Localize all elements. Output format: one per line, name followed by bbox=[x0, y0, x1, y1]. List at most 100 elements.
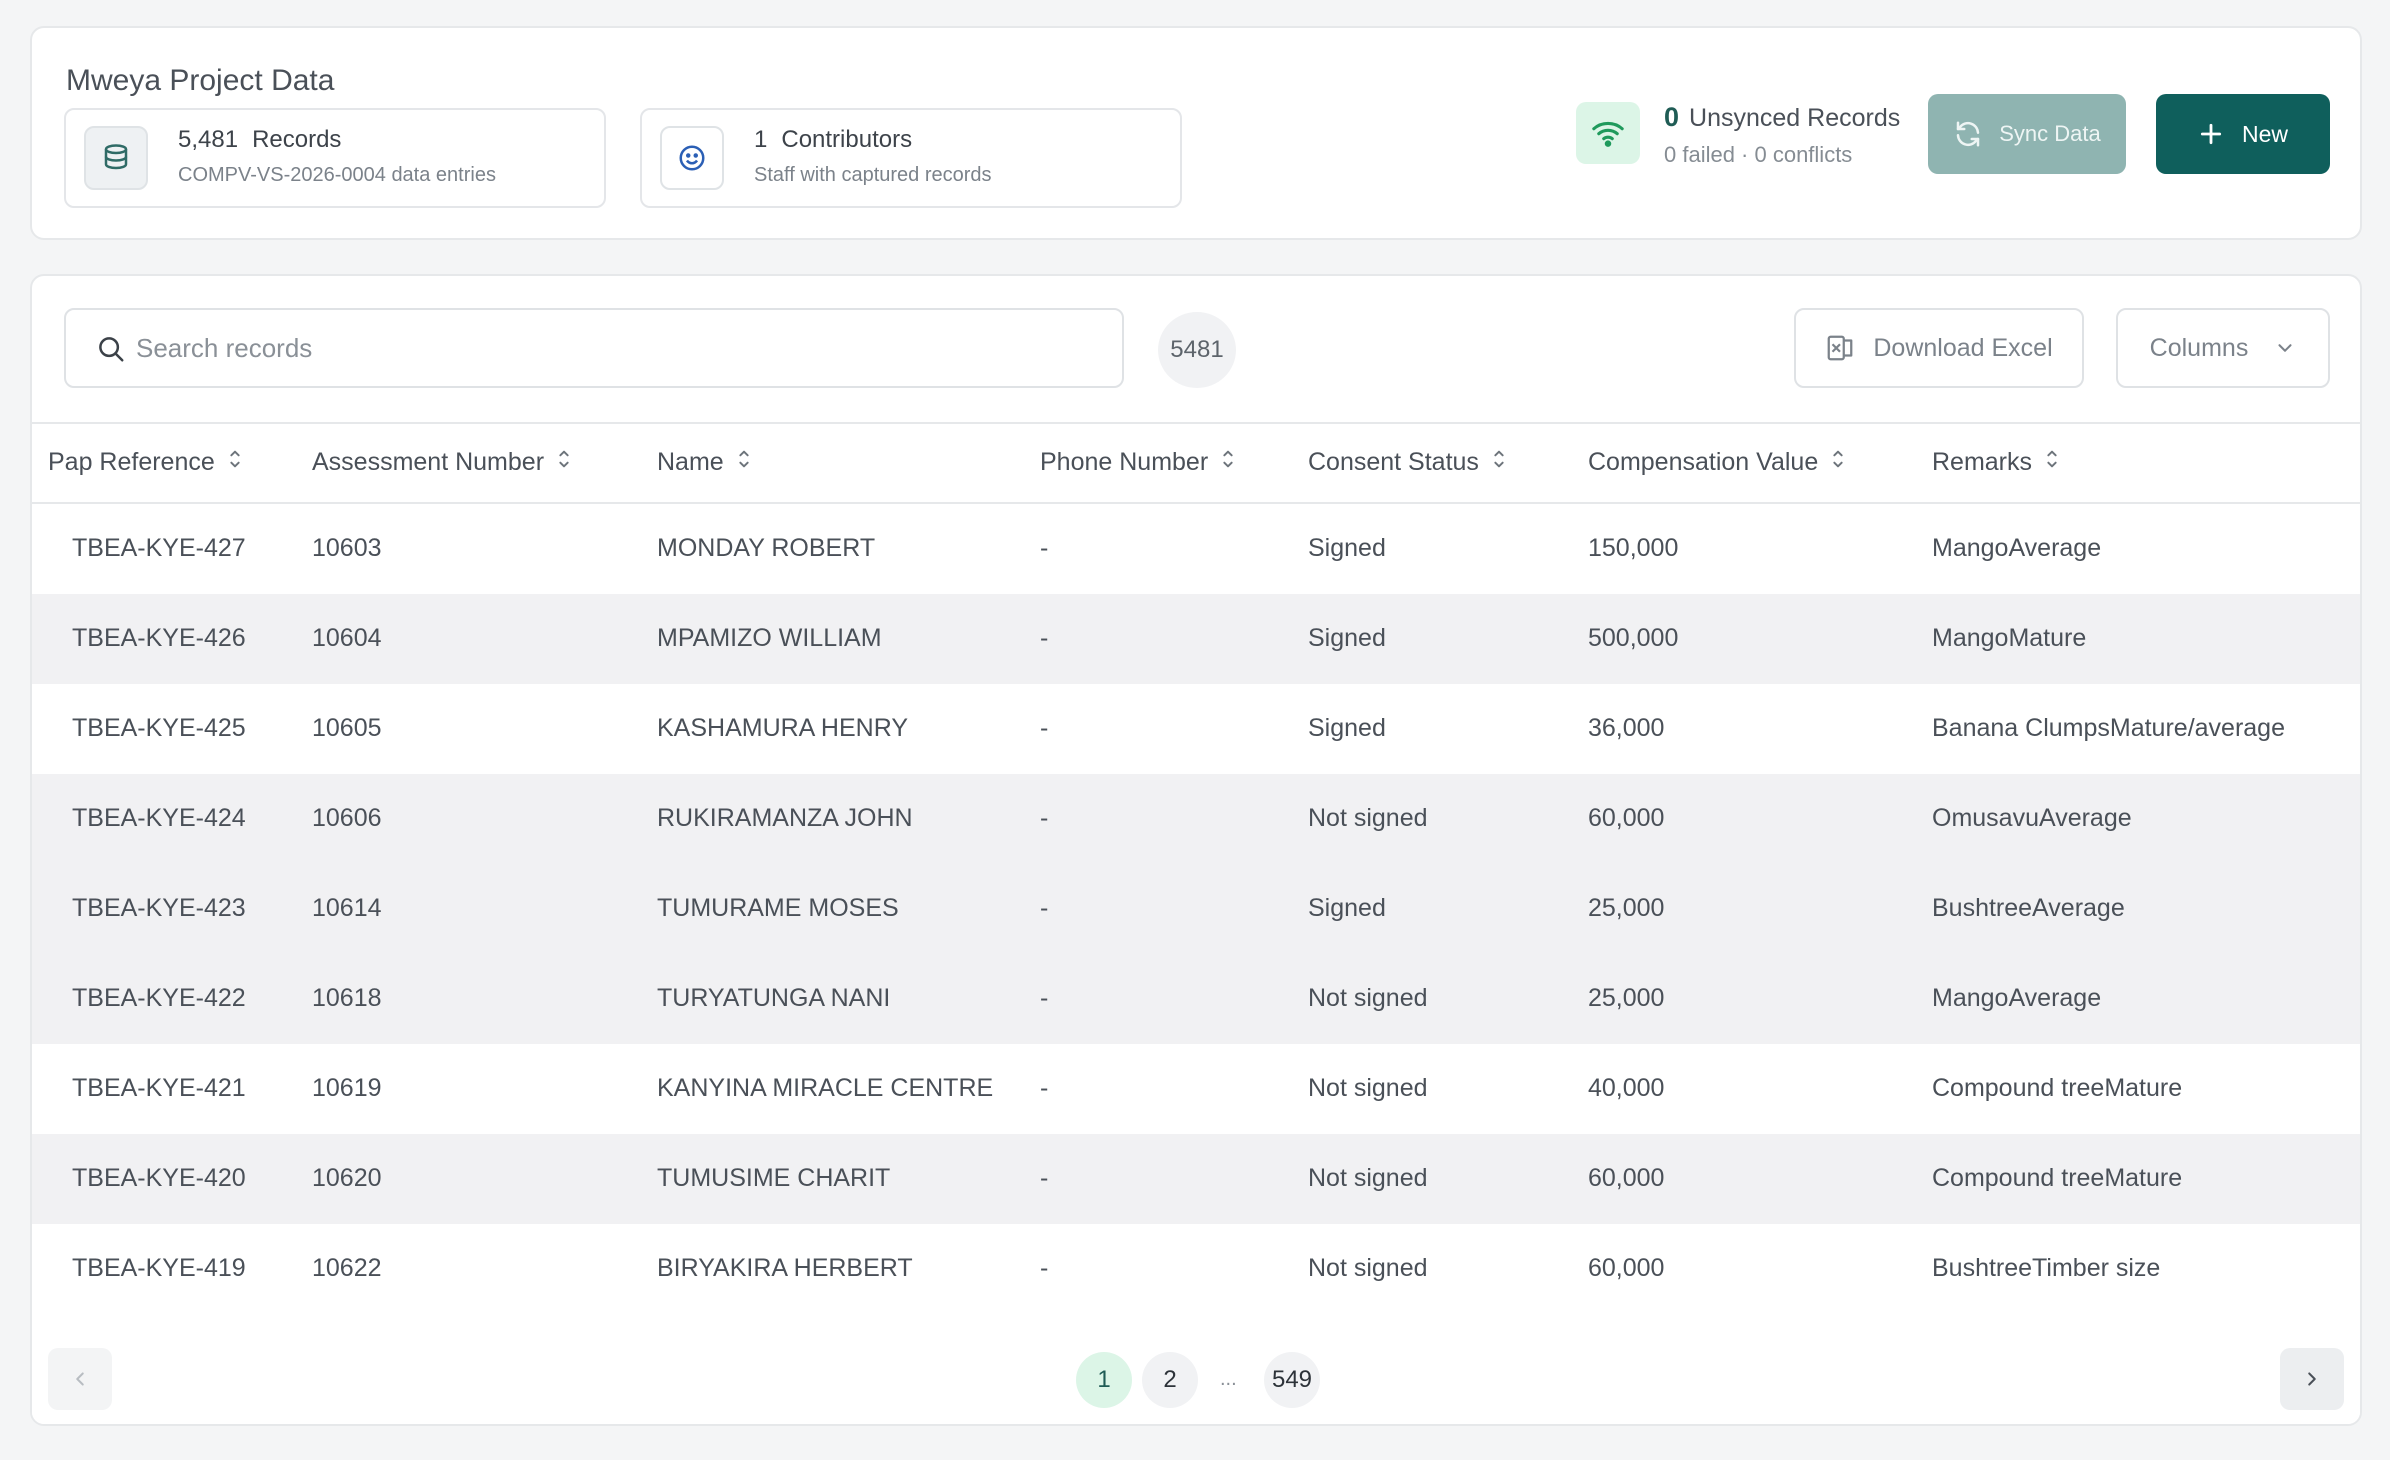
column-header-label: Assessment Number bbox=[312, 448, 545, 476]
table-row[interactable]: TBEA-KYE-420 10620 TUMUSIME CHARIT - Not sig… bbox=[32, 1134, 2360, 1224]
plus-icon bbox=[2200, 123, 2222, 145]
cell-phone-number: - bbox=[1040, 1254, 1049, 1282]
table-row[interactable]: TBEA-KYE-424 10606 RUKIRAMANZA JOHN - Not si… bbox=[32, 774, 2360, 864]
search-input[interactable] bbox=[136, 328, 1096, 368]
cell-compensation-value: 500,000 bbox=[1588, 624, 1679, 652]
table-row[interactable]: TBEA-KYE-421 10619 KANYINA MIRACLE CENTRE -… bbox=[32, 1044, 2360, 1134]
cell-compensation-value: 25,000 bbox=[1588, 894, 1665, 922]
cell-phone-number: - bbox=[1040, 804, 1049, 832]
cell-assessment-number: 10604 bbox=[312, 624, 382, 652]
chevron-right-icon bbox=[2308, 1372, 2316, 1386]
columns-dropdown[interactable]: Columns bbox=[2116, 308, 2330, 388]
refresh-icon bbox=[1957, 121, 1980, 147]
page-button-last[interactable]: 549 bbox=[1264, 1352, 1320, 1408]
cell-name: BIRYAKIRA HERBERT bbox=[657, 1254, 913, 1282]
sort-icon[interactable] bbox=[736, 448, 752, 477]
cell-name: RUKIRAMANZA JOHN bbox=[657, 804, 913, 832]
new-record-button[interactable]: New bbox=[2156, 94, 2330, 174]
table-row[interactable]: TBEA-KYE-427 10603 MONDAY ROBERT - Signed 150… bbox=[32, 504, 2360, 594]
table-row[interactable]: TBEA-KYE-423 10614 TUMURAME MOSES - Signed 25… bbox=[32, 864, 2360, 954]
cell-assessment-number: 10622 bbox=[312, 1254, 382, 1282]
page-button-1[interactable]: 1 bbox=[1076, 1352, 1132, 1408]
cell-pap-reference: TBEA-KYE-421 bbox=[72, 1074, 246, 1102]
column-header-label: Remarks bbox=[1932, 448, 2033, 476]
cell-assessment-number: 10605 bbox=[312, 714, 382, 742]
download-excel-button[interactable]: Download Excel bbox=[1794, 308, 2084, 388]
search-box[interactable] bbox=[64, 308, 1124, 388]
cell-compensation-value: 25,000 bbox=[1588, 984, 1665, 1012]
cell-name: TUMUSIME CHARIT bbox=[657, 1164, 891, 1192]
cell-compensation-value: 60,000 bbox=[1588, 1254, 1665, 1282]
contributors-label: Contributors bbox=[781, 126, 913, 153]
table-row[interactable]: TBEA-KYE-426 10604 MPAMIZO WILLIAM - Signed 5… bbox=[32, 594, 2360, 684]
record-count-badge: 5481 bbox=[1158, 312, 1236, 388]
table-body: TBEA-KYE-427 10603 MONDAY ROBERT - Signed 150… bbox=[32, 504, 2360, 1314]
cell-pap-reference: TBEA-KYE-420 bbox=[72, 1164, 246, 1192]
sort-icon[interactable] bbox=[556, 448, 572, 477]
unsynced-records-status: 0 Unsynced Records bbox=[1664, 102, 1900, 133]
cell-pap-reference: TBEA-KYE-419 bbox=[72, 1254, 246, 1282]
pagination: 1 2 ... 549 bbox=[32, 1328, 2360, 1424]
cell-phone-number: - bbox=[1040, 984, 1049, 1012]
database-icon bbox=[84, 126, 148, 190]
cell-compensation-value: 40,000 bbox=[1588, 1074, 1665, 1102]
search-icon bbox=[96, 334, 126, 369]
new-record-label: New bbox=[2241, 120, 2288, 147]
next-page-button[interactable] bbox=[2280, 1348, 2344, 1410]
cell-assessment-number: 10606 bbox=[312, 804, 382, 832]
column-header-label: Phone Number bbox=[1040, 448, 1209, 476]
cell-remarks: Compound treeMature bbox=[1932, 1074, 2183, 1102]
cell-remarks: Banana ClumpsMature/average bbox=[1932, 714, 2285, 742]
column-header-name[interactable]: Name bbox=[657, 448, 752, 477]
sort-icon[interactable] bbox=[1830, 448, 1846, 477]
cell-assessment-number: 10619 bbox=[312, 1074, 382, 1102]
cell-pap-reference: TBEA-KYE-427 bbox=[72, 534, 246, 562]
cell-pap-reference: TBEA-KYE-422 bbox=[72, 984, 246, 1012]
contributors-count: 1 bbox=[754, 126, 768, 153]
table-row[interactable]: TBEA-KYE-419 10622 BIRYAKIRA HERBERT - Not s… bbox=[32, 1224, 2360, 1314]
table-row[interactable]: TBEA-KYE-422 10618 TURYATUNGA NANI - Not sig… bbox=[32, 954, 2360, 1044]
cell-name: KANYINA MIRACLE CENTRE bbox=[657, 1074, 994, 1102]
column-header-pap-reference[interactable]: Pap Reference bbox=[48, 448, 243, 477]
cell-pap-reference: TBEA-KYE-423 bbox=[72, 894, 246, 922]
cell-name: TUMURAME MOSES bbox=[657, 894, 899, 922]
cell-phone-number: - bbox=[1040, 1074, 1049, 1102]
cell-remarks: Compound treeMature bbox=[1932, 1164, 2183, 1192]
column-header-assessment-number[interactable]: Assessment Number bbox=[312, 448, 572, 477]
sort-icon[interactable] bbox=[227, 448, 243, 477]
cell-consent-status: Signed bbox=[1308, 714, 1386, 742]
page-button-2[interactable]: 2 bbox=[1142, 1352, 1198, 1408]
cell-compensation-value: 60,000 bbox=[1588, 804, 1665, 832]
sort-icon[interactable] bbox=[1491, 448, 1507, 477]
cell-consent-status: Not signed bbox=[1308, 1164, 1428, 1192]
records-stat-card: 5,481 Records COMPV-VS-2026-0004 data ent… bbox=[64, 108, 606, 208]
columns-label: Columns bbox=[2149, 333, 2249, 362]
excel-icon bbox=[1827, 335, 1853, 361]
cell-name: KASHAMURA HENRY bbox=[657, 714, 908, 742]
smile-icon bbox=[660, 126, 724, 190]
chevron-left-icon bbox=[76, 1372, 84, 1386]
sync-data-button[interactable]: Sync Data bbox=[1928, 94, 2126, 174]
column-header-remarks[interactable]: Remarks bbox=[1932, 448, 2060, 477]
cell-compensation-value: 150,000 bbox=[1588, 534, 1679, 562]
sync-data-label: Sync Data bbox=[1999, 121, 2101, 146]
previous-page-button[interactable] bbox=[48, 1348, 112, 1410]
cell-remarks: MangoAverage bbox=[1932, 984, 2102, 1012]
table-row[interactable]: TBEA-KYE-425 10605 KASHAMURA HENRY - Signed 3… bbox=[32, 684, 2360, 774]
sort-icon[interactable] bbox=[2044, 448, 2060, 477]
cell-consent-status: Not signed bbox=[1308, 984, 1428, 1012]
column-header-label: Name bbox=[657, 448, 724, 476]
cell-remarks: MangoMature bbox=[1932, 624, 2087, 652]
chevron-down-icon bbox=[2278, 344, 2292, 352]
column-header-compensation-value[interactable]: Compensation Value bbox=[1588, 448, 1846, 477]
cell-pap-reference: TBEA-KYE-426 bbox=[72, 624, 246, 652]
sort-icon[interactable] bbox=[1220, 448, 1236, 477]
cell-phone-number: - bbox=[1040, 624, 1049, 652]
cell-assessment-number: 10618 bbox=[312, 984, 382, 1012]
cell-compensation-value: 60,000 bbox=[1588, 1164, 1665, 1192]
sync-failures-summary: 0 failed · 0 conflicts bbox=[1664, 142, 1853, 167]
column-header-phone-number[interactable]: Phone Number bbox=[1040, 448, 1236, 477]
column-header-consent-status[interactable]: Consent Status bbox=[1308, 448, 1507, 477]
records-label: Records bbox=[252, 126, 342, 153]
cell-consent-status: Signed bbox=[1308, 534, 1386, 562]
